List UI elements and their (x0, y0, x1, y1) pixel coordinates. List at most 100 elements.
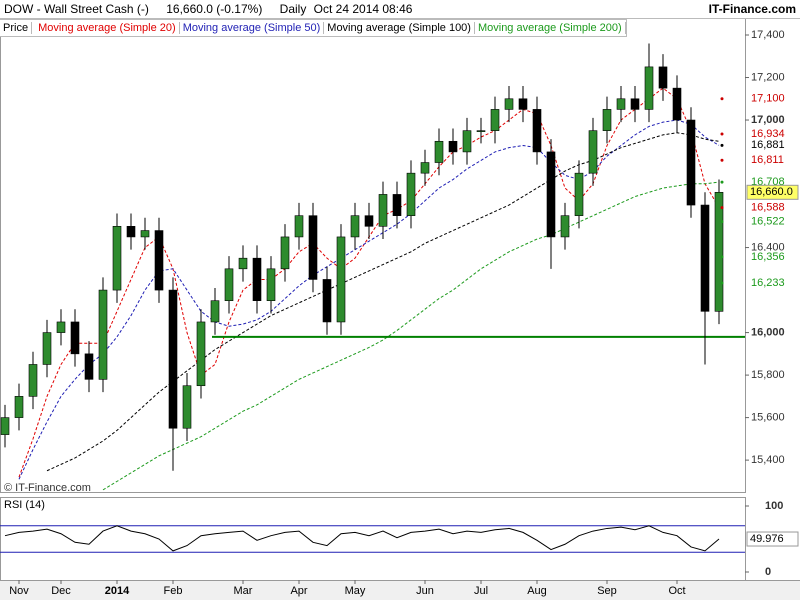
candle-body (406, 172, 416, 216)
instrument-title: DOW - Wall Street Cash (-) (4, 2, 149, 16)
level-dot (720, 143, 724, 147)
level-dot (720, 158, 724, 162)
level-label: 16,588 (751, 202, 785, 214)
level-label-bg (747, 139, 797, 152)
legend: Price Moving average (Simple 20) Moving a… (0, 19, 627, 37)
x-tick-label: May (345, 585, 366, 597)
rsi-tick-label: 100 (765, 500, 783, 512)
candle-body (448, 140, 458, 153)
candle-body (378, 194, 388, 227)
y-tick-label: 16,400 (751, 241, 785, 253)
candle-body (238, 257, 248, 270)
candle-body (294, 215, 304, 238)
candle-body (714, 191, 724, 312)
level-label: 16,356 (751, 251, 785, 263)
x-axis-strip (0, 581, 800, 600)
candle-body (252, 257, 262, 301)
candle-body (672, 87, 682, 121)
last-price-box (746, 184, 799, 200)
level-label-bg (747, 277, 797, 290)
y-tick-label: 17,000 (751, 114, 785, 126)
candle-body (560, 215, 570, 238)
candle-body (196, 321, 206, 387)
candle-body (630, 98, 640, 110)
candle-body (154, 230, 164, 291)
last-price-label: 16,660.0 (750, 186, 793, 198)
level-label: 17,100 (751, 93, 785, 105)
level-label-bg (747, 215, 797, 228)
level-dot (720, 132, 724, 136)
quote: 16,660.0 (-0.17%) (166, 2, 263, 16)
candle-body (490, 109, 500, 131)
rsi-title: RSI (14) (4, 499, 45, 511)
candle-body (322, 279, 332, 323)
y-tick-label: 15,400 (751, 454, 785, 466)
level-label-bg (747, 201, 797, 214)
level-dot (720, 180, 724, 184)
y-tick-label: 17,200 (751, 71, 785, 83)
candle-body (112, 226, 122, 291)
x-tick-label: Oct (668, 585, 685, 597)
level-label: 16,233 (751, 277, 785, 289)
legend-entry: Moving average (Simple 100) (324, 22, 475, 34)
rsi-tick-label: 0 (765, 566, 771, 578)
x-tick-label: Apr (290, 585, 307, 597)
level-label-bg (747, 154, 797, 167)
candle-body (98, 289, 108, 380)
legend-entry: Moving average (Simple 20) (35, 22, 180, 34)
candle-body (420, 162, 430, 174)
candle-body (658, 66, 668, 89)
x-tick-label: Feb (164, 585, 183, 597)
y-tick-label: 15,800 (751, 369, 785, 381)
candle-body (224, 268, 234, 301)
candle-body (644, 66, 654, 110)
candle-body (140, 230, 150, 238)
candle-body (532, 109, 542, 153)
rsi-line (4, 525, 720, 552)
candle-body (14, 396, 24, 418)
level-dot (720, 281, 724, 285)
candle-body (504, 98, 514, 110)
rsi-last-box (746, 531, 799, 547)
candle-body (364, 215, 374, 227)
rsi-last-label: 49.976 (750, 533, 784, 545)
moving-average-line (102, 181, 720, 491)
rsi-panel (0, 497, 746, 581)
candle-body (336, 236, 346, 323)
timestamp: Oct 24 2014 08:46 (313, 2, 413, 16)
y-tick-label: 16,000 (751, 326, 785, 338)
x-tick-label: Jun (416, 585, 434, 597)
moving-average-line (46, 132, 720, 472)
candle-body (0, 417, 10, 435)
x-tick-label: Jul (474, 585, 488, 597)
candle-body (28, 364, 38, 397)
y-tick-label: 15,600 (751, 412, 785, 424)
brand: IT-Finance.com (708, 2, 796, 16)
candle-body (574, 172, 584, 216)
candle-body (126, 226, 136, 238)
candle-body (686, 119, 696, 206)
candle-body (518, 98, 528, 110)
candle-body (42, 332, 52, 365)
level-label: 16,522 (751, 216, 785, 228)
candle-body (280, 236, 290, 270)
candle-body (602, 109, 612, 131)
level-label-bg (747, 128, 797, 141)
level-dot (720, 206, 724, 210)
x-tick-label: 2014 (105, 585, 130, 597)
level-dot (720, 255, 724, 259)
candle-body (616, 98, 626, 110)
candle-body (84, 353, 94, 380)
level-label-bg (747, 250, 797, 263)
level-label-bg (747, 92, 797, 105)
legend-entry: Moving average (Simple 50) (179, 22, 325, 34)
candle-body (182, 385, 192, 429)
candle-body (476, 130, 486, 132)
candle-body (434, 140, 444, 163)
candle-body (168, 289, 178, 429)
x-tick-label: Nov (9, 585, 29, 597)
candle-body (210, 300, 220, 323)
x-tick-label: Sep (597, 585, 617, 597)
